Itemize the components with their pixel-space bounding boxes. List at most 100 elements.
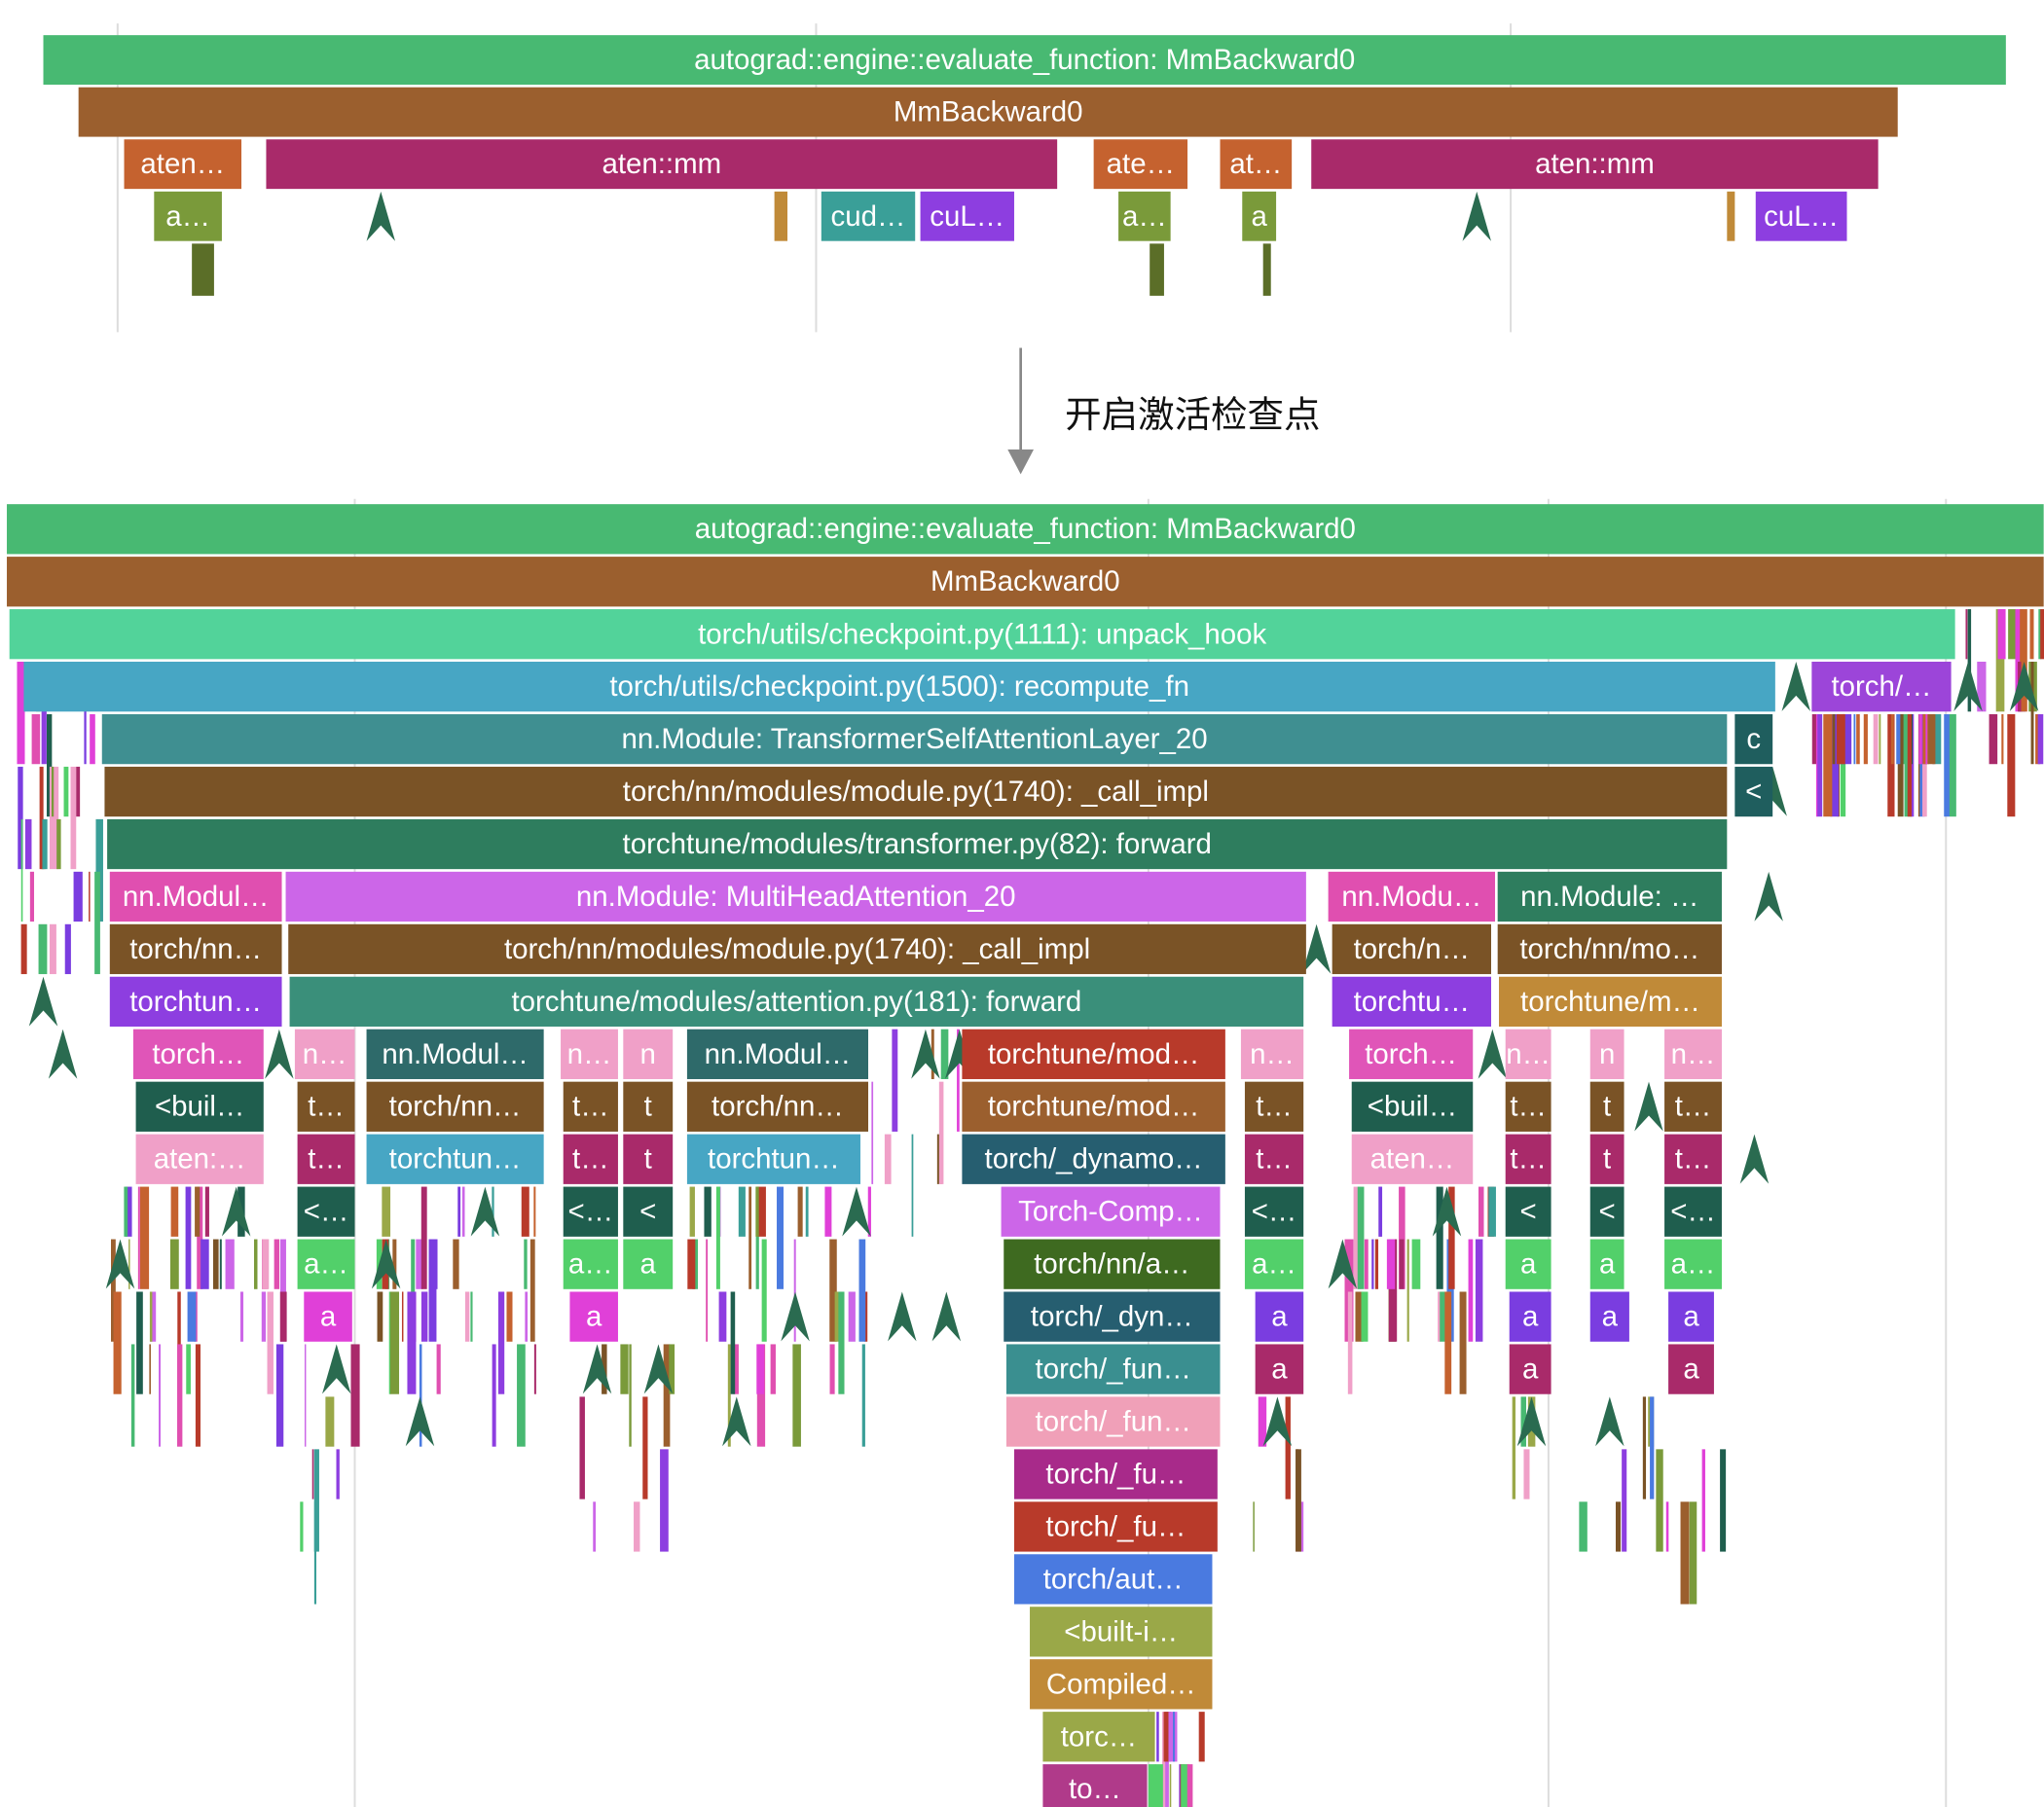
sliver (1154, 1764, 1163, 1807)
sliver (201, 1239, 209, 1289)
frame (686, 1081, 869, 1132)
frame-label: a… (165, 200, 210, 233)
sliver (401, 1291, 404, 1342)
sliver (186, 1344, 191, 1394)
frame-label: torch… (1365, 1038, 1457, 1070)
sliver (1357, 1186, 1365, 1289)
sliver (755, 1186, 759, 1289)
sliver (525, 1291, 529, 1342)
sliver (192, 243, 214, 296)
frame-label: a… (1122, 200, 1167, 233)
frame-label: a (1602, 1301, 1619, 1333)
sliver (1488, 1186, 1496, 1237)
sliver (858, 1239, 866, 1342)
frame-label: to… (1069, 1773, 1121, 1805)
sliver (506, 1291, 513, 1342)
sliver (177, 1291, 181, 1394)
sliver (1285, 1396, 1291, 1500)
sliver (704, 1186, 712, 1237)
sliver (593, 1501, 597, 1552)
sliver (1918, 713, 1922, 765)
frame-label: torch/_fu… (1045, 1459, 1186, 1491)
frame (304, 1291, 352, 1342)
arrow-head (1007, 449, 1035, 475)
sliver (1296, 1449, 1301, 1552)
frame-label: <built-i… (1064, 1615, 1178, 1647)
frame (1664, 1134, 1722, 1184)
frame (135, 1134, 264, 1184)
sliver (275, 1344, 284, 1447)
marker (322, 1344, 351, 1394)
sliver (1148, 1764, 1156, 1807)
sliver (38, 923, 48, 975)
sliver (492, 1186, 494, 1237)
sliver (304, 1344, 307, 1447)
sliver (727, 1344, 731, 1447)
sliver (1353, 1186, 1362, 1289)
frame (1509, 1291, 1551, 1342)
sliver (829, 1239, 837, 1342)
frame-label: aten… (1370, 1143, 1455, 1175)
sliver (1185, 1764, 1193, 1807)
sliver (204, 1186, 209, 1237)
frame-label: nn.Modul… (705, 1038, 852, 1070)
frame (7, 504, 2044, 555)
frame-label: a… (304, 1248, 348, 1281)
sliver (1258, 1396, 1267, 1447)
frame-label: a (586, 1301, 602, 1333)
frame (1589, 1291, 1629, 1342)
frame (920, 191, 1014, 241)
frame-label: n… (1671, 1038, 1716, 1070)
frame (1242, 191, 1277, 241)
frame (1351, 1081, 1474, 1132)
sliver (620, 1344, 629, 1394)
frame (1664, 1029, 1722, 1079)
sliver (1411, 1239, 1421, 1289)
frame-label: torch/nn… (389, 1091, 522, 1123)
frame (366, 1134, 544, 1184)
sliver (829, 1344, 835, 1394)
frame-label: t… (572, 1143, 609, 1175)
frame-label: a (1683, 1354, 1699, 1386)
sliver (111, 1239, 116, 1342)
frame-label: cud… (831, 200, 906, 233)
sliver (1440, 1291, 1447, 1342)
frame (1734, 713, 1773, 765)
sliver (457, 1186, 461, 1237)
sliver (1965, 609, 1968, 660)
frame-label: n… (1506, 1038, 1551, 1070)
sliver (1911, 713, 1913, 765)
sliver (797, 1186, 803, 1237)
sliver (453, 1239, 459, 1289)
sliver (24, 818, 32, 870)
sliver (1977, 662, 1987, 712)
sliver (1927, 713, 1936, 765)
sliver (529, 1239, 535, 1342)
marker (265, 1029, 294, 1079)
frame (1220, 139, 1293, 190)
sliver (1836, 713, 1845, 765)
sliver (1811, 713, 1818, 765)
frame (23, 662, 1775, 712)
frame-label: <buil… (1368, 1091, 1457, 1123)
sliver (1446, 1239, 1454, 1342)
sliver (420, 1291, 428, 1342)
frame-label: a (1251, 200, 1267, 233)
sliver (136, 1291, 143, 1394)
sliver (300, 1501, 304, 1552)
frame-label: torch/_dynamo… (985, 1143, 1203, 1175)
sliver (884, 1134, 892, 1184)
frame-label: a (1520, 1248, 1537, 1281)
frame (288, 923, 1306, 975)
frame-label: < (1745, 776, 1762, 808)
frame (132, 1029, 264, 1079)
sliver (1444, 1291, 1452, 1394)
frame (1244, 1239, 1304, 1289)
sliver (1355, 1291, 1364, 1342)
sliver (313, 1501, 317, 1605)
sliver (17, 662, 25, 765)
sliver (389, 1291, 400, 1394)
sliver (20, 923, 27, 975)
sliver (634, 1501, 640, 1552)
marker (105, 1239, 135, 1289)
